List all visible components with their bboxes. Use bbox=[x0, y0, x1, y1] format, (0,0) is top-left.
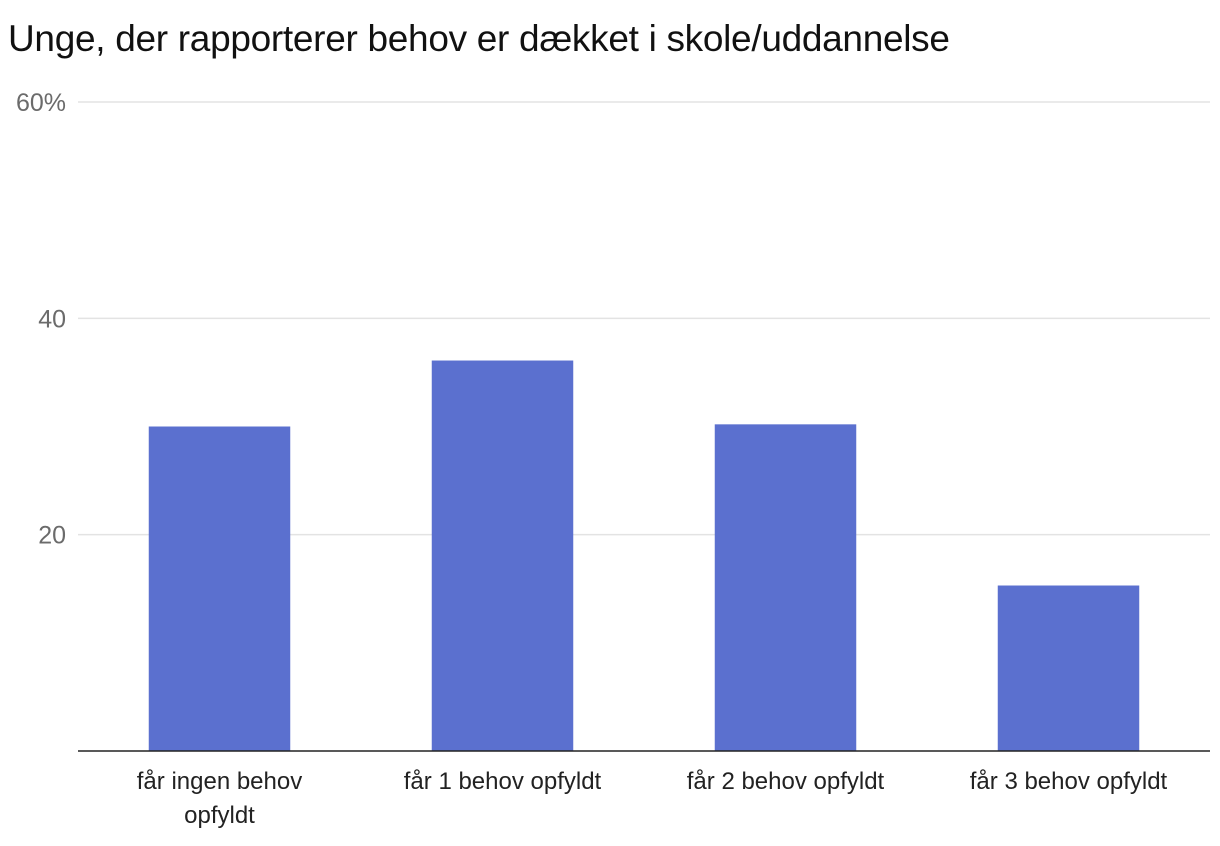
bar bbox=[431, 360, 574, 751]
y-tick-label: 60% bbox=[16, 89, 66, 117]
bar bbox=[714, 424, 857, 751]
y-tick-label: 40 bbox=[38, 305, 66, 333]
x-tick-label: får 1 behov opfyldt bbox=[404, 768, 602, 795]
y-tick-label: 20 bbox=[38, 522, 66, 550]
bars bbox=[148, 360, 1140, 751]
x-tick-label: opfyldt bbox=[184, 802, 255, 829]
x-tick-label: får 2 behov opfyldt bbox=[687, 768, 885, 795]
x-tick-label: får 3 behov opfyldt bbox=[970, 768, 1168, 795]
y-axis-ticks: 20 40 60% bbox=[16, 89, 66, 550]
bar bbox=[148, 426, 291, 751]
x-tick-label: får ingen behov bbox=[137, 768, 302, 795]
x-axis-labels: får ingen behov opfyldt får 1 behov opfyld… bbox=[137, 768, 1168, 829]
bar bbox=[997, 585, 1140, 751]
chart-title: Unge, der rapporterer behov er dækket i … bbox=[8, 18, 950, 59]
